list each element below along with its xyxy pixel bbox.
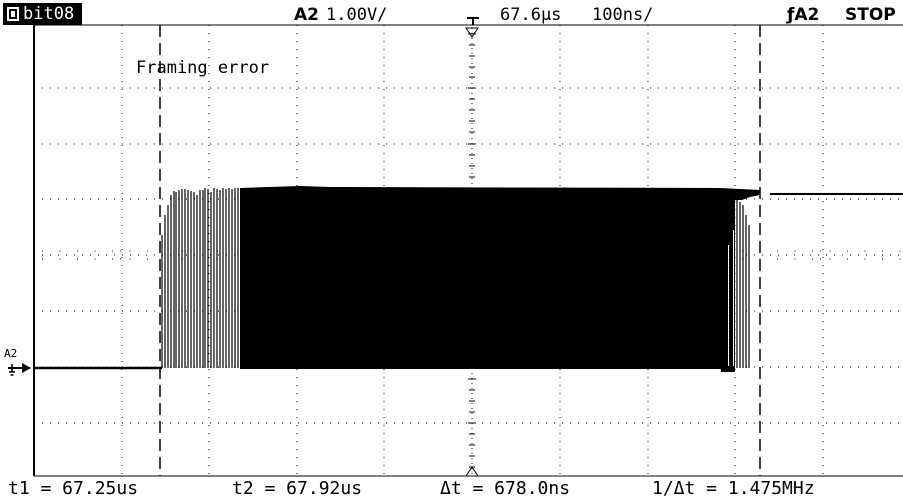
memory-icon	[7, 7, 19, 21]
center-vertical-axis	[468, 28, 476, 476]
trigger-position: 67.6µs	[500, 5, 562, 25]
time-reference-top-marker	[465, 27, 479, 38]
trigger-edge-icon	[467, 17, 479, 25]
ground-marker-icon[interactable]	[8, 363, 31, 376]
trigger-source: ƒA2	[787, 5, 820, 25]
channel-label: A2	[294, 5, 319, 25]
framing-error-annotation: Framing error	[136, 58, 270, 78]
delta-t-readout: Δt = 678.0ns	[440, 478, 571, 499]
cursor-t2-readout: t2 = 67.92us	[232, 478, 363, 499]
time-per-div: 100ns/	[592, 5, 654, 25]
frequency-readout: 1/Δt = 1.475MHz	[652, 478, 815, 499]
volts-per-div: 1.00V/	[326, 5, 388, 25]
run-state[interactable]: STOP	[845, 5, 896, 25]
memory-tag[interactable]: bit08	[3, 3, 83, 25]
signal-burst	[161, 186, 760, 372]
time-reference-bottom-marker	[465, 466, 479, 477]
memory-label: bit08	[23, 4, 75, 24]
cursor-t1-readout: t1 = 67.25us	[8, 478, 139, 499]
channel-marker-label: A2	[4, 347, 18, 360]
